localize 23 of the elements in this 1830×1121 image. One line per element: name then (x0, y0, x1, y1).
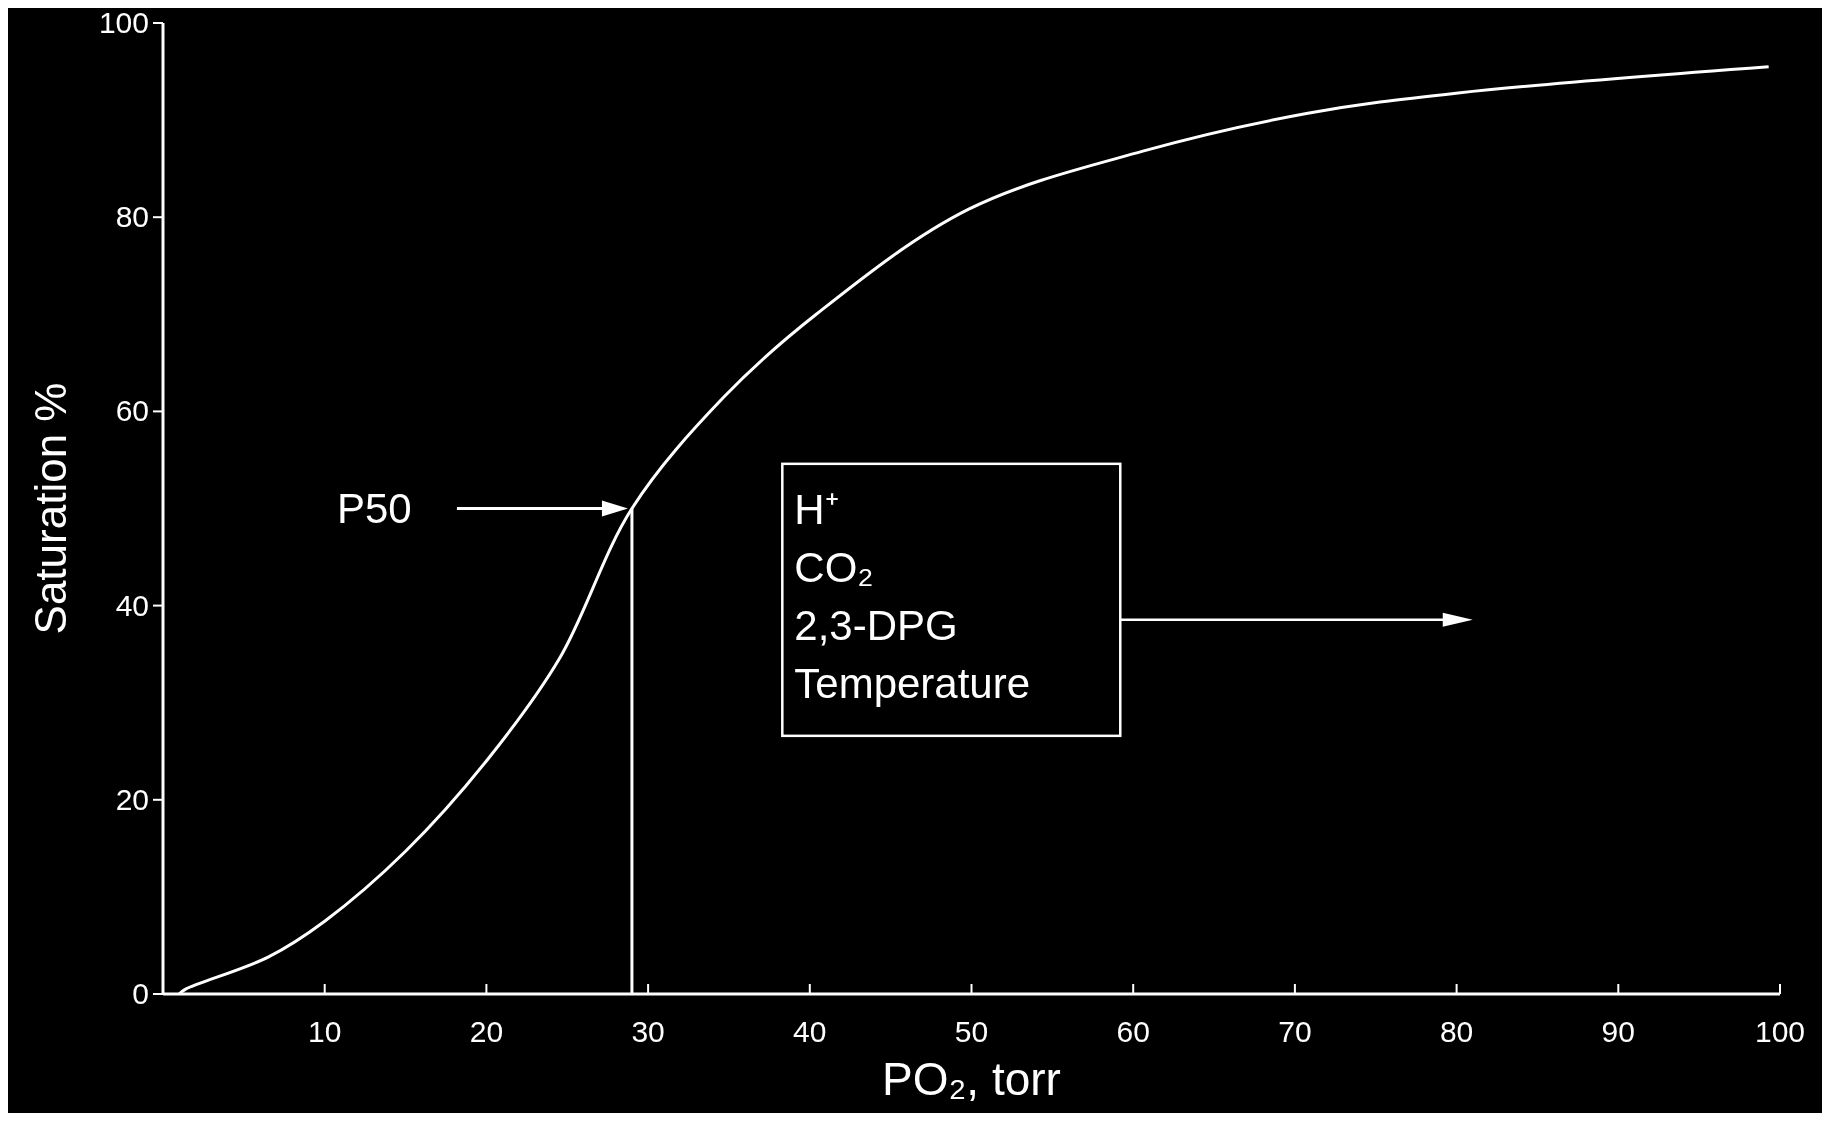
y-tick-label: 100 (98, 6, 149, 39)
x-tick-label: 90 (1601, 1015, 1635, 1048)
y-tick-label: 0 (132, 977, 149, 1010)
x-tick-label: 70 (1278, 1015, 1312, 1048)
annotation: Temperature (794, 659, 1031, 707)
annotation: P50 (336, 484, 412, 532)
x-tick-label: 50 (954, 1015, 989, 1048)
x-tick-label: 20 (469, 1015, 504, 1048)
x-tick-label: 100 (1754, 1015, 1806, 1048)
y-axis-title: Saturation % (26, 382, 75, 635)
x-tick-label: 80 (1439, 1015, 1474, 1048)
annotation: 2,3-DPG (794, 601, 958, 649)
x-axis-title: PO₂, torr (882, 1053, 1061, 1105)
annotation: CO₂ (794, 543, 874, 591)
y-tick-label: 60 (115, 394, 149, 428)
annotation: H⁺ (794, 485, 839, 533)
y-tick-label: 20 (115, 782, 149, 816)
y-tick-label: 80 (115, 200, 149, 234)
y-tick-label: 40 (115, 588, 149, 622)
x-tick-label: 30 (631, 1015, 665, 1048)
x-tick-label: 60 (1116, 1015, 1150, 1048)
x-tick-label: 40 (793, 1015, 827, 1048)
x-tick-label: 10 (308, 1015, 342, 1048)
